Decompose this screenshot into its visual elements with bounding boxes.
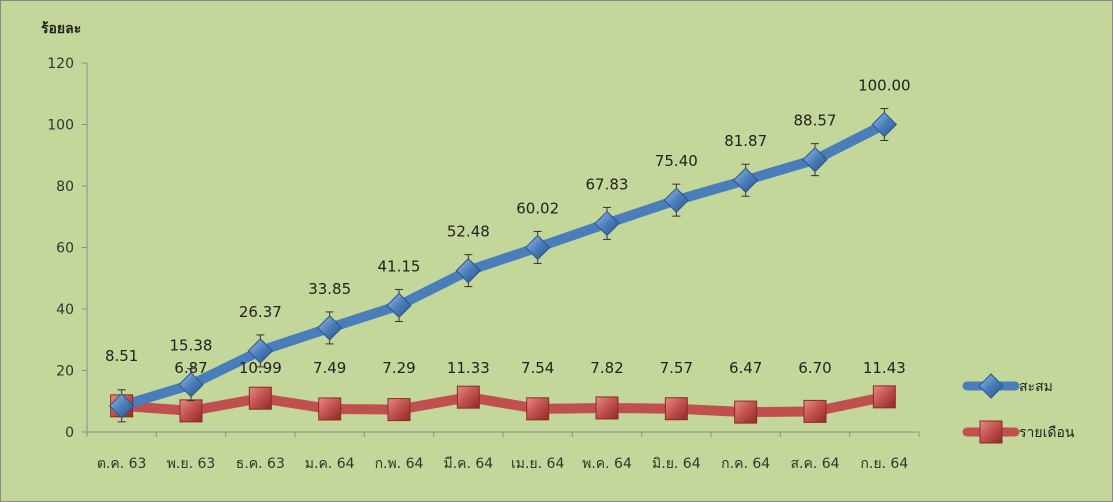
x-ticks: ต.ค. 63 พ.ย. 63 ธ.ค. 63 ม.ค. 64 ก.พ. 64 มี.ค.… [86,432,920,472]
data-label-monthly: 6.70 [798,359,831,377]
data-point-cumulative [316,315,343,341]
data-point-cumulative [455,257,482,284]
data-point-monthly [872,385,896,409]
data-point-cumulative [178,371,204,398]
x-tick-label: ธ.ค. 63 [236,456,285,472]
data-point-monthly [318,397,342,421]
series-line-monthly [116,391,890,418]
x-tick-label: ก.ย. 64 [860,456,908,472]
y-tick-label: 0 [65,425,74,441]
y-tick-label: 40 [56,302,74,318]
data-label-monthly: 6.87 [174,359,207,377]
x-tick-label: มี.ค. 64 [443,456,493,472]
y-tick-label: 100 [47,118,74,134]
data-point-cumulative [247,338,274,364]
data-label-cumulative: 88.57 [794,112,837,130]
legend-label-cumulative: สะสม [1019,379,1053,395]
data-label-monthly: 7.29 [382,359,415,377]
data-label-cumulative: 52.48 [447,223,490,241]
x-tick-label: ต.ค. 63 [97,456,147,472]
data-point-monthly [387,398,411,422]
data-label-monthly: 11.33 [447,359,490,377]
x-tick-label: พ.ย. 63 [167,456,216,472]
data-label-cumulative: 75.40 [655,152,698,170]
data-label-monthly: 6.47 [729,359,762,377]
data-label-cumulative: 33.85 [308,280,351,298]
data-point-monthly [248,386,272,410]
data-label-cumulative: 60.02 [516,199,559,217]
data-label-monthly: 11.43 [863,359,906,377]
x-tick-label: ก.ค. 64 [721,456,770,472]
data-label-cumulative: 15.38 [170,337,213,355]
data-label-monthly: 7.57 [660,359,693,377]
y-tick-label: 80 [56,179,74,195]
data-point-cumulative [802,146,828,173]
data-point-cumulative [663,187,690,213]
x-tick-label: พ.ค. 64 [582,456,632,472]
data-point-cumulative [524,234,551,261]
data-labels: 15.38 26.37 33.85 41.15 52.48 60.02 67.83 75.40… [105,77,911,378]
y-tick-label: 120 [47,56,74,72]
data-label-monthly: 10.99 [239,359,282,377]
data-label-cumulative: 81.87 [724,132,767,150]
data-label-monthly: 8.51 [105,347,138,365]
data-point-cumulative [732,167,759,193]
data-label-monthly: 7.49 [313,359,346,377]
data-point-monthly [456,385,480,409]
data-point-cumulative [108,393,135,419]
x-tick-label: มิ.ย. 64 [652,456,701,472]
series-layer [108,108,898,424]
data-label-cumulative: 26.37 [239,303,282,321]
data-point-monthly [179,399,203,423]
data-label-cumulative: 100.00 [858,77,911,95]
y-tick-label: 60 [56,241,74,257]
data-label-cumulative: 67.83 [586,175,629,193]
x-tick-label: ม.ค. 64 [305,456,355,472]
data-point-monthly [526,397,550,421]
data-point-cumulative [594,210,620,237]
data-point-monthly [664,397,688,421]
data-point-monthly [803,399,827,423]
legend-marker-cumulative [978,373,1004,399]
data-point-cumulative [386,292,412,319]
data-label-monthly: 7.54 [521,359,554,377]
legend-label-monthly: รายเดือน [1019,425,1075,441]
y-ticks: 0 20 40 60 80 100 120 [47,56,87,441]
x-tick-label: ก.พ. 64 [375,456,424,472]
y-axis-label: ร้อยละ [41,21,81,37]
series-line-cumulative [116,119,890,411]
data-point-monthly [734,400,758,424]
data-label-monthly: 7.82 [590,359,623,377]
x-tick-label: เม.ย. 64 [511,456,564,472]
data-point-monthly [595,396,619,420]
y-tick-label: 20 [56,364,74,380]
data-label-cumulative: 41.15 [378,257,421,275]
legend-marker-monthly [979,420,1003,444]
data-point-cumulative [871,111,898,138]
x-tick-label: ส.ค. 64 [790,456,839,472]
